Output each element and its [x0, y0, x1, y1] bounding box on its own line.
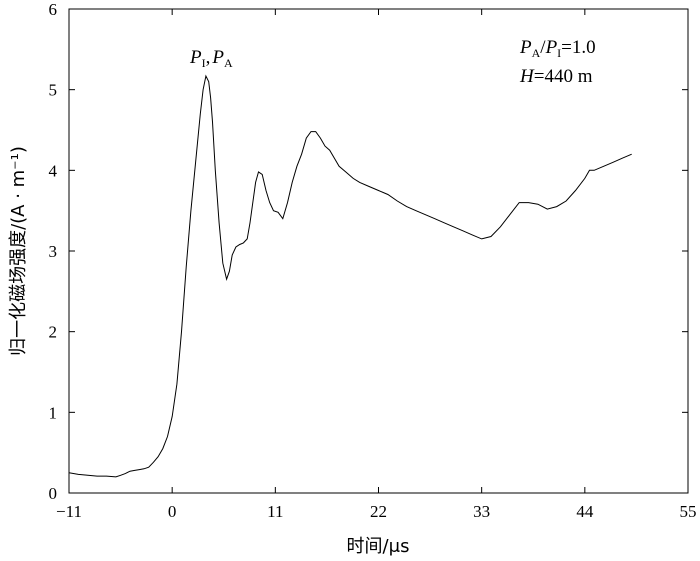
x-tick-label: −11 [56, 502, 82, 521]
y-tick-label: 4 [49, 161, 58, 180]
x-tick-label: 33 [473, 502, 490, 521]
x-axis-ticks: −11 0 11 22 33 44 55 [56, 9, 697, 521]
plot-frame [68, 8, 689, 494]
y-tick-label: 6 [49, 0, 58, 19]
height-annotation: H=440 m [519, 66, 593, 87]
peak-annotation: PI, PA [189, 47, 233, 70]
ratio-annotation: PA/PI=1.0 [519, 37, 596, 60]
y-axis-ticks: 0 1 2 3 4 5 6 [49, 0, 688, 503]
y-axis-title: 归一化磁场强度/(A · m⁻¹) [8, 146, 29, 356]
x-tick-label: 44 [576, 502, 594, 521]
y-tick-label: 2 [49, 323, 58, 342]
y-tick-label: 0 [49, 484, 58, 503]
x-tick-label: 11 [267, 502, 283, 521]
x-tick-label: 0 [168, 502, 177, 521]
y-tick-label: 1 [49, 403, 58, 422]
y-tick-label: 3 [49, 242, 58, 261]
y-tick-label: 5 [49, 81, 58, 100]
x-tick-label: 55 [680, 502, 697, 521]
x-tick-label: 22 [370, 502, 387, 521]
x-axis-title: 时间/μs [347, 536, 410, 557]
series-line [68, 74, 632, 478]
